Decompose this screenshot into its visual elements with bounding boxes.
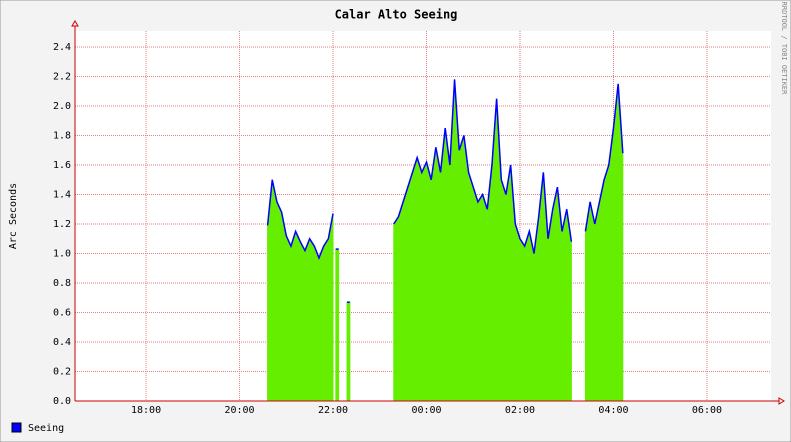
y-tick-label: 1.0 — [53, 249, 71, 260]
y-tick-label: 0.6 — [53, 308, 71, 319]
y-tick-label: 2.0 — [53, 101, 71, 112]
area — [346, 301, 351, 402]
x-tick-label: 02:00 — [505, 405, 535, 416]
x-tick-label: 20:00 — [224, 405, 254, 416]
legend-swatch — [11, 422, 22, 433]
y-axis-label: Arc Seconds — [8, 183, 19, 249]
y-tick-label: 0.0 — [53, 396, 71, 407]
y-tick-label: 0.4 — [53, 337, 71, 348]
legend-label: Seeing — [28, 423, 64, 434]
x-axis-arrow — [778, 397, 785, 405]
y-axis-arrow — [71, 20, 79, 27]
line — [266, 179, 334, 260]
y-tick-label: 1.8 — [53, 131, 71, 142]
x-tick-label: 18:00 — [131, 405, 161, 416]
x-tick-label: 22:00 — [318, 405, 348, 416]
y-tick-label: 1.6 — [53, 160, 71, 171]
watermark: RRDTOOL / TOBI OETIKER — [780, 2, 788, 96]
line — [393, 79, 573, 254]
line — [584, 83, 624, 232]
area — [335, 248, 340, 402]
y-tick-label: 0.8 — [53, 278, 71, 289]
y-tick-label: 1.2 — [53, 219, 71, 230]
y-tick-label: 2.4 — [53, 42, 71, 53]
y-tick-label: 1.4 — [53, 190, 71, 201]
y-tick-label: 0.2 — [53, 367, 71, 378]
x-tick-label: 00:00 — [411, 405, 441, 416]
chart-title: Calar Alto Seeing — [335, 8, 458, 22]
x-tick-label: 06:00 — [692, 405, 722, 416]
x-tick-label: 04:00 — [598, 405, 628, 416]
y-tick-label: 2.2 — [53, 72, 71, 83]
